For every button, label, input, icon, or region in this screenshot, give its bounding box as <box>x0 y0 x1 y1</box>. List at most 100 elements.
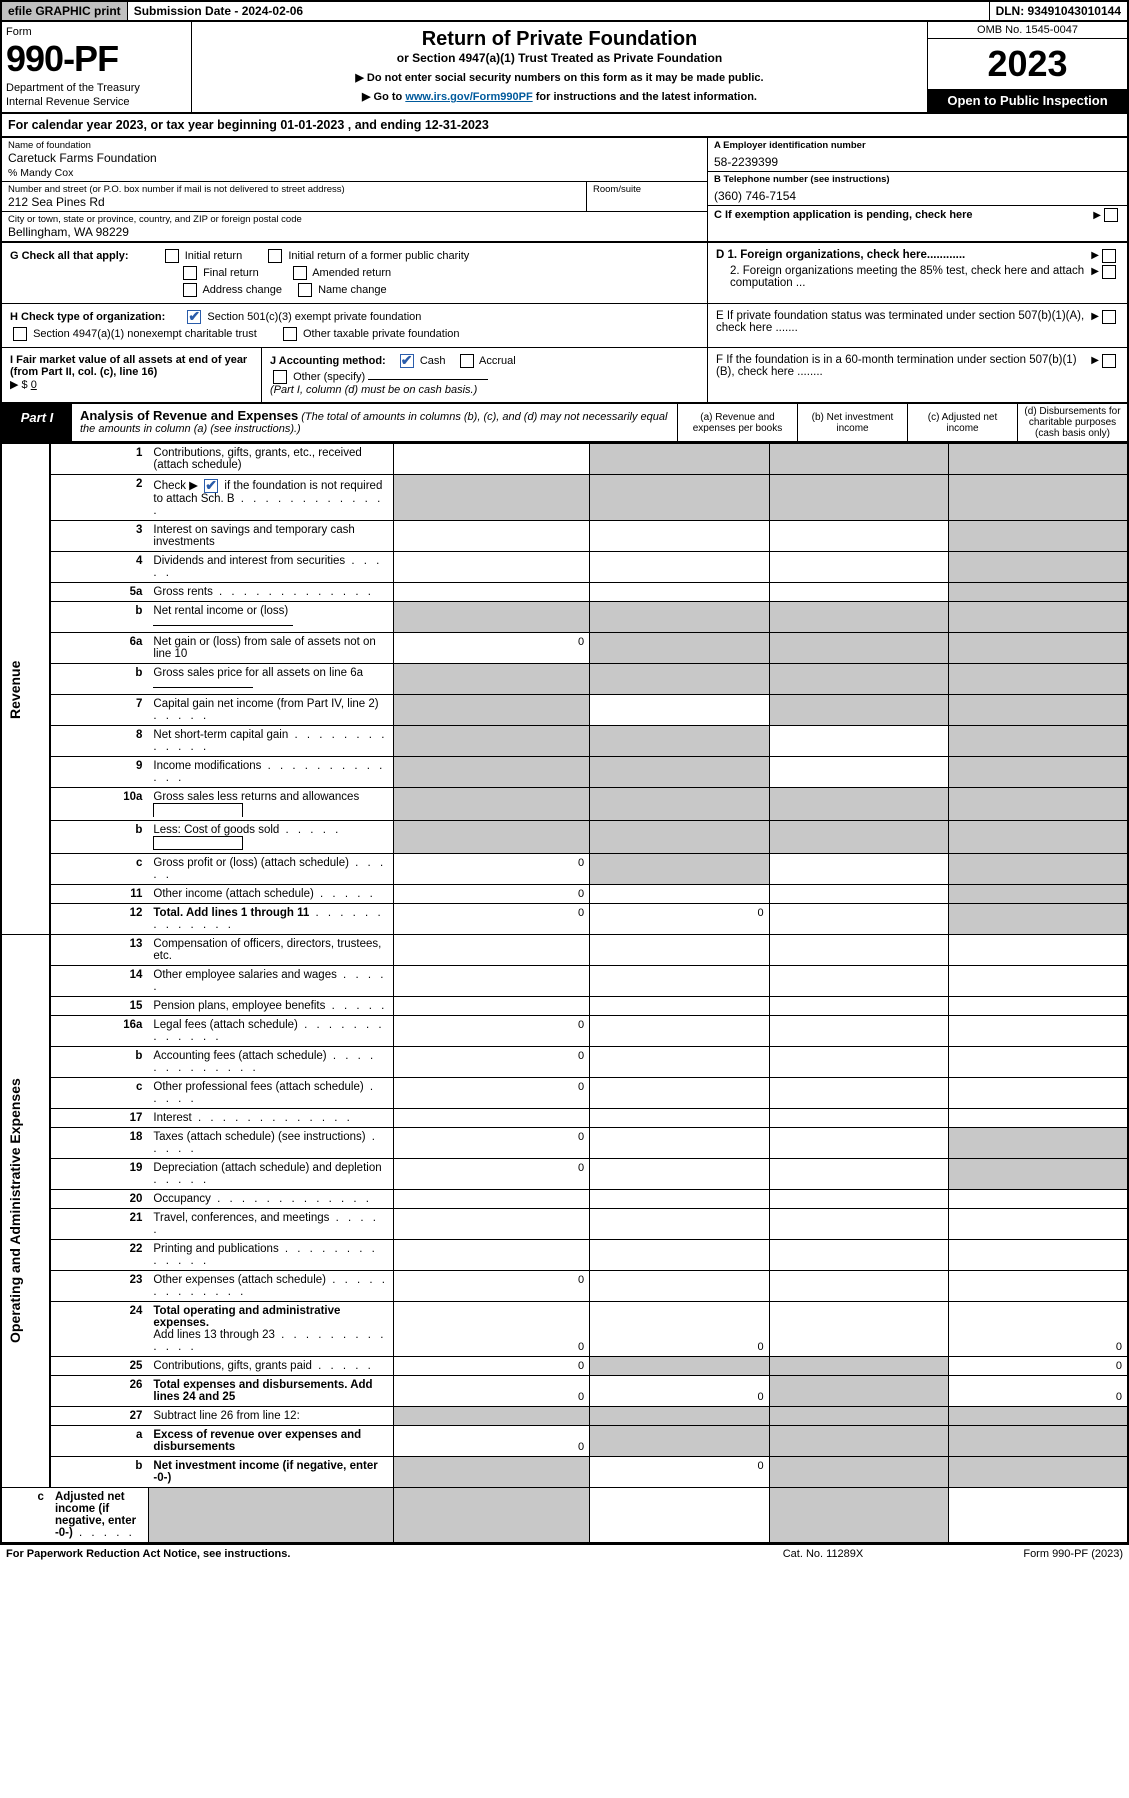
cat-no: Cat. No. 11289X <box>723 1548 923 1560</box>
amt: 0 <box>590 903 769 934</box>
g-opt-5: Name change <box>318 284 387 296</box>
h-label: H Check type of organization: <box>10 311 165 323</box>
ein-label: A Employer identification number <box>714 140 1121 151</box>
line-desc: Interest <box>148 1108 394 1127</box>
line-num: c <box>50 1077 148 1108</box>
amt-6a-a: 0 <box>394 632 590 663</box>
line-desc: Accounting fees (attach schedule) <box>148 1046 394 1077</box>
g-final-checkbox[interactable] <box>183 266 197 280</box>
line-desc: Other professional fees (attach schedule… <box>148 1077 394 1108</box>
amt: 0 <box>394 1158 590 1189</box>
amt: 0 <box>394 1375 590 1406</box>
part1-tab: Part I <box>2 404 72 441</box>
e-checkbox[interactable] <box>1102 310 1116 324</box>
amt: 0 <box>394 853 590 884</box>
col-c-header: (c) Adjusted net income <box>907 404 1017 441</box>
city-state-zip: Bellingham, WA 98229 <box>8 225 701 239</box>
note-post: for instructions and the latest informat… <box>533 91 757 103</box>
efile-print-link[interactable]: efile GRAPHIC print <box>2 2 128 20</box>
d2-label: 2. Foreign organizations meeting the 85%… <box>716 265 1091 289</box>
line-num: 25 <box>50 1356 148 1375</box>
line-num: 5a <box>50 582 148 601</box>
calendar-year-row: For calendar year 2023, or tax year begi… <box>0 114 1129 138</box>
line-num: 27 <box>50 1406 148 1425</box>
g-initial-checkbox[interactable] <box>165 249 179 263</box>
part1-table: Revenue 1Contributions, gifts, grants, e… <box>0 443 1129 1544</box>
cal-end: 12-31-2023 <box>425 118 489 132</box>
g-name-checkbox[interactable] <box>298 283 312 297</box>
j-label: J Accounting method: <box>270 355 386 367</box>
line-desc: Gross rents <box>148 582 394 601</box>
g-address-checkbox[interactable] <box>183 283 197 297</box>
line-desc: Other employee salaries and wages <box>148 965 394 996</box>
i-amt-label: ▶ $ <box>10 379 28 391</box>
line-num: 16a <box>50 1015 148 1046</box>
line-desc: Occupancy <box>148 1189 394 1208</box>
h-opt-2: Section 4947(a)(1) nonexempt charitable … <box>33 328 257 340</box>
f-checkbox[interactable] <box>1102 354 1116 368</box>
g-opt-2: Final return <box>203 267 259 279</box>
j-other-checkbox[interactable] <box>273 370 287 384</box>
j-note: (Part I, column (d) must be on cash basi… <box>270 384 699 396</box>
irs-link[interactable]: www.irs.gov/Form990PF <box>405 91 532 103</box>
amt: 0 <box>590 1301 769 1356</box>
amt: 0 <box>394 1046 590 1077</box>
j-cash: Cash <box>420 355 446 367</box>
line-num: b <box>50 663 148 694</box>
amt: 0 <box>394 1127 590 1158</box>
line-desc: Net rental income or (loss) <box>148 601 394 632</box>
d1-checkbox[interactable] <box>1102 249 1116 263</box>
line-desc: Subtract line 26 from line 12: <box>148 1406 394 1425</box>
amt: 0 <box>949 1356 1128 1375</box>
line-num: 3 <box>50 520 148 551</box>
line-num: 19 <box>50 1158 148 1189</box>
page-footer: For Paperwork Reduction Act Notice, see … <box>0 1544 1129 1563</box>
h-opt-3: Other taxable private foundation <box>303 328 460 340</box>
amt: 0 <box>394 1077 590 1108</box>
line-num: 13 <box>50 934 148 965</box>
col-d-header: (d) Disbursements for charitable purpose… <box>1017 404 1127 441</box>
top-bar: efile GRAPHIC print Submission Date - 20… <box>0 0 1129 22</box>
line-num: 8 <box>50 725 148 756</box>
line-desc: Contributions, gifts, grants, etc., rece… <box>148 444 394 475</box>
note-link: ▶ Go to www.irs.gov/Form990PF for instru… <box>202 90 917 103</box>
c-checkbox[interactable] <box>1104 208 1118 222</box>
line-num: 26 <box>50 1375 148 1406</box>
line-num: 10a <box>50 787 148 820</box>
h-501c3-checkbox[interactable] <box>187 310 201 324</box>
g-amended-checkbox[interactable] <box>293 266 307 280</box>
h-other-checkbox[interactable] <box>283 327 297 341</box>
line-num: 9 <box>50 756 148 787</box>
g-opt-3: Amended return <box>312 267 391 279</box>
j-section: J Accounting method: Cash Accrual Other … <box>262 348 707 402</box>
col-a-header: (a) Revenue and expenses per books <box>677 404 797 441</box>
schb-checkbox[interactable] <box>204 479 218 493</box>
g-initial-public-checkbox[interactable] <box>268 249 282 263</box>
cal-pre: For calendar year 2023, or tax year begi… <box>8 118 280 132</box>
f-section: F If the foundation is in a 60-month ter… <box>707 348 1127 402</box>
amt: 0 <box>590 1456 769 1487</box>
j-accrual-checkbox[interactable] <box>460 354 474 368</box>
line-num: 17 <box>50 1108 148 1127</box>
submission-date: Submission Date - 2024-02-06 <box>128 2 990 20</box>
city-label: City or town, state or province, country… <box>8 214 701 225</box>
amt: 0 <box>590 1375 769 1406</box>
line-num: 4 <box>50 551 148 582</box>
line-desc: Other expenses (attach schedule) <box>148 1270 394 1301</box>
care-of: % Mandy Cox <box>8 167 701 179</box>
cal-mid: , and ending <box>344 118 425 132</box>
h-4947-checkbox[interactable] <box>13 327 27 341</box>
amt: 0 <box>949 1375 1128 1406</box>
line-num: c <box>50 853 148 884</box>
line-desc: Net short-term capital gain <box>148 725 394 756</box>
j-cash-checkbox[interactable] <box>400 354 414 368</box>
address: 212 Sea Pines Rd <box>8 195 580 209</box>
line-num: 11 <box>50 884 148 903</box>
amt: 0 <box>394 1015 590 1046</box>
line-num: 2 <box>50 475 148 521</box>
g-opt-4: Address change <box>202 284 282 296</box>
line-num: b <box>50 1456 148 1487</box>
d2-checkbox[interactable] <box>1102 265 1116 279</box>
line-desc: Total. Add lines 1 through 11 <box>148 903 394 934</box>
h-opt-1: Section 501(c)(3) exempt private foundat… <box>207 311 421 323</box>
